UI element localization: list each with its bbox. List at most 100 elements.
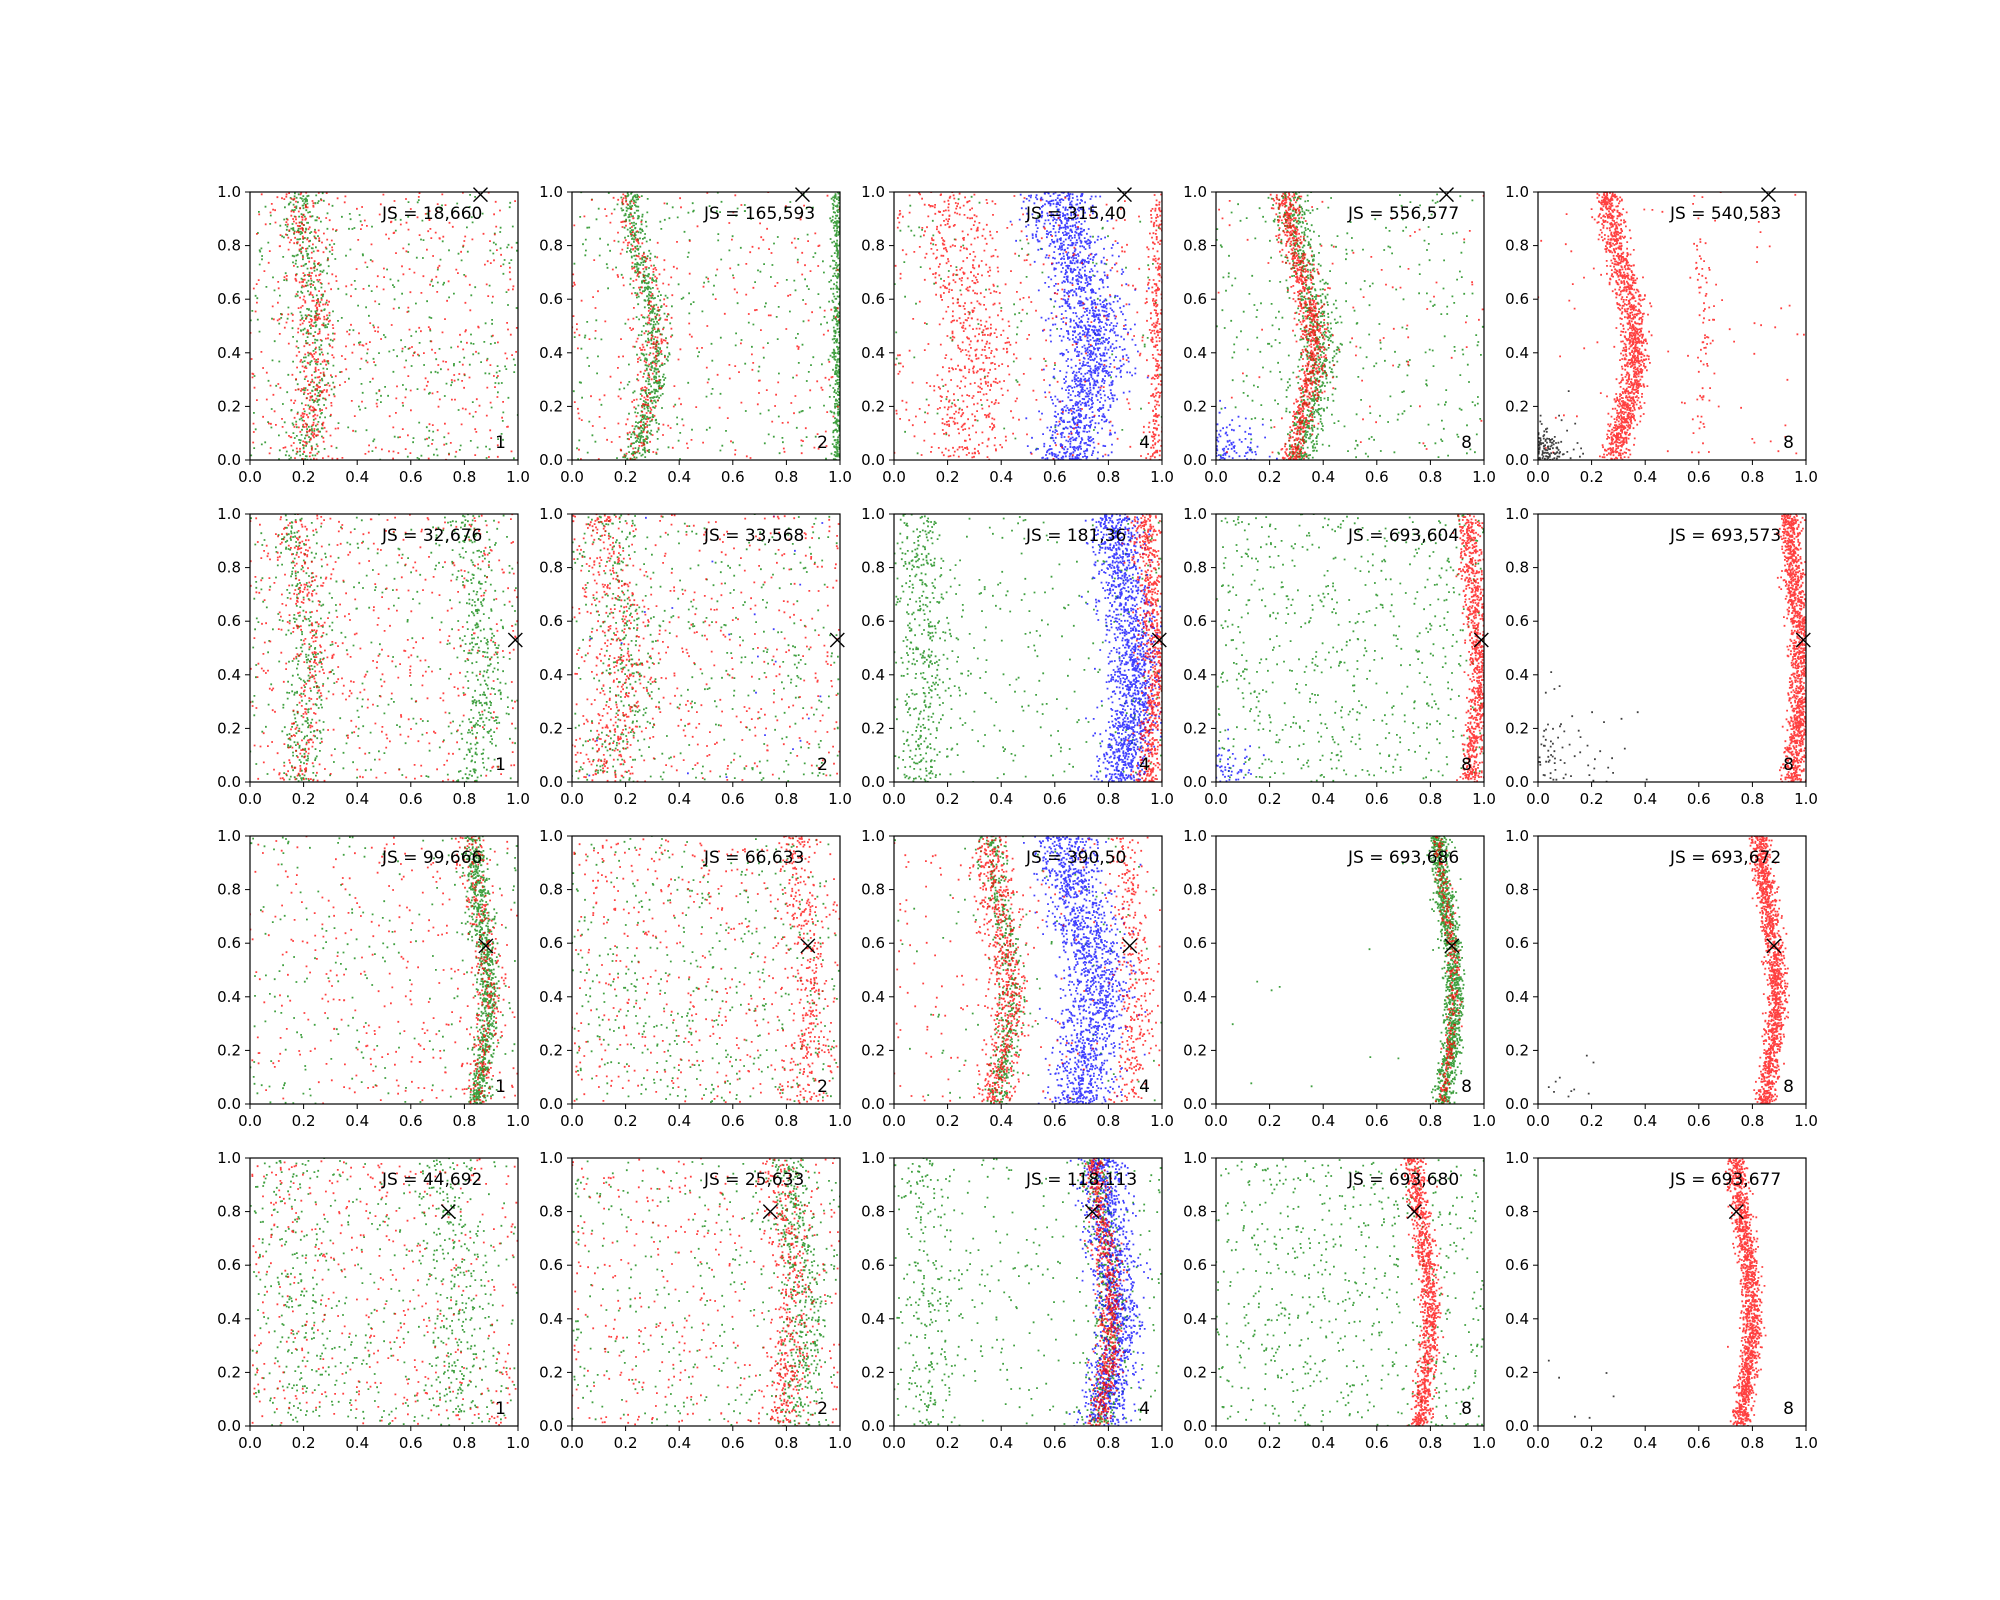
x-tick-label: 1.0 [828, 1112, 852, 1130]
js-score-label: JS = 390,50 [1025, 848, 1126, 868]
y-tick-label: 0.2 [539, 1363, 563, 1381]
js-score-label: JS = 44,692 [381, 1170, 482, 1190]
js-score-label: JS = 540,583 [1669, 204, 1781, 224]
y-tick-label: 0.0 [861, 1417, 885, 1435]
js-score-label: JS = 33,568 [703, 526, 804, 546]
x-tick-label: 0.0 [1204, 790, 1228, 808]
x-tick-label: 1.0 [828, 1434, 852, 1452]
y-tick-label: 0.6 [861, 1256, 885, 1274]
x-marker [1438, 187, 1454, 203]
y-tick-label: 0.2 [1505, 397, 1529, 415]
x-tick-label: 1.0 [1150, 790, 1174, 808]
x-tick-label: 0.2 [1258, 1434, 1282, 1452]
x-tick-label: 0.6 [1687, 468, 1711, 486]
x-tick-label: 0.6 [1687, 1434, 1711, 1452]
y-tick-label: 0.2 [217, 397, 241, 415]
y-tick-label: 1.0 [217, 183, 241, 201]
x-tick-label: 0.0 [238, 1112, 262, 1130]
y-tick-label: 0.4 [1505, 1310, 1529, 1328]
x-tick-label: 0.4 [1311, 1434, 1335, 1452]
axes-frame [893, 513, 1163, 783]
x-tick-label: 0.6 [1043, 790, 1067, 808]
scatter-points [894, 836, 1162, 1104]
x-marker [1406, 1204, 1422, 1220]
k-label: 8 [1783, 1399, 1794, 1419]
x-tick-label: 0.4 [1311, 1112, 1335, 1130]
y-tick-label: 0.8 [1183, 881, 1207, 899]
k-label: 2 [817, 1077, 828, 1097]
axes-frame [1215, 191, 1485, 461]
x-tick-label: 0.4 [345, 1112, 369, 1130]
panel-r1-c3: 0.00.0 0.2 0.2 0.4 0.4 0.6 0.6 0.8 0.8 1.0 1.0 JS =… [861, 183, 1174, 486]
x-tick-label: 0.2 [936, 1112, 960, 1130]
y-tick-label: 0.2 [217, 1363, 241, 1381]
x-tick-label: 0.4 [345, 790, 369, 808]
x-tick-label: 0.4 [667, 1434, 691, 1452]
x-tick-label: 0.6 [721, 1112, 745, 1130]
x-tick-label: 0.0 [238, 1434, 262, 1452]
y-tick-label: 0.8 [539, 881, 563, 899]
x-marker [1151, 632, 1167, 648]
panel-r2-c2: 0.00.0 0.2 0.2 0.4 0.4 0.6 0.6 0.8 0.8 1.0 1.0 JS =… [539, 505, 852, 808]
y-tick-label: 0.6 [1505, 290, 1529, 308]
panel-r3-c5: 0.00.0 0.2 0.2 0.4 0.4 0.6 0.6 0.8 0.8 1.0 1.0 JS =… [1505, 827, 1818, 1130]
panel-r2-c5: 0.00.0 0.2 0.2 0.4 0.4 0.6 0.6 0.8 0.8 1.0 1.0 JS =… [1505, 505, 1818, 808]
x-tick-label: 0.0 [882, 468, 906, 486]
y-tick-label: 1.0 [1183, 827, 1207, 845]
y-tick-label: 0.6 [1505, 612, 1529, 630]
x-tick-label: 0.6 [399, 468, 423, 486]
x-tick-label: 0.4 [1311, 468, 1335, 486]
y-tick-label: 1.0 [1183, 183, 1207, 201]
x-tick-label: 0.2 [292, 1112, 316, 1130]
x-tick-label: 0.8 [1418, 1112, 1442, 1130]
y-tick-label: 0.2 [861, 1363, 885, 1381]
x-tick-label: 0.8 [1418, 790, 1442, 808]
green-points [894, 1158, 1162, 1426]
x-tick-label: 0.4 [1633, 790, 1657, 808]
x-tick-label: 0.2 [1258, 468, 1282, 486]
y-tick-label: 0.2 [1505, 1363, 1529, 1381]
y-tick-label: 0.0 [539, 773, 563, 791]
y-tick-label: 0.4 [539, 666, 563, 684]
y-tick-label: 0.0 [539, 1095, 563, 1113]
panel-r1-c2: 0.00.0 0.2 0.2 0.4 0.4 0.6 0.6 0.8 0.8 1.0 1.0 JS =… [539, 183, 852, 486]
x-marker [794, 187, 810, 203]
x-tick-label: 1.0 [1794, 468, 1818, 486]
y-tick-label: 0.2 [1505, 1041, 1529, 1059]
scatter-points [1216, 514, 1484, 782]
x-tick-label: 0.0 [1526, 1434, 1550, 1452]
y-tick-label: 0.2 [1183, 719, 1207, 737]
x-marker [507, 632, 523, 648]
y-tick-label: 1.0 [539, 827, 563, 845]
y-tick-label: 0.6 [539, 290, 563, 308]
y-tick-label: 0.6 [217, 934, 241, 952]
y-tick-label: 0.6 [1183, 612, 1207, 630]
y-tick-label: 0.2 [539, 1041, 563, 1059]
x-tick-label: 1.0 [1150, 1434, 1174, 1452]
x-marker [478, 938, 494, 954]
y-tick-label: 0.8 [1505, 237, 1529, 255]
y-tick-label: 1.0 [539, 1149, 563, 1167]
y-tick-label: 0.0 [1183, 451, 1207, 469]
scatter-points [894, 514, 1162, 782]
panel-grid: 0.0 0.0 0.2 0.2 0.4 0.4 0.6 0.6 0.8 0.8 1.0 1.0 JS =… [217, 183, 1818, 1452]
y-tick-label: 0.4 [1183, 1310, 1207, 1328]
x-tick-label: 0.8 [1418, 468, 1442, 486]
y-tick-label: 0.8 [1505, 881, 1529, 899]
y-tick-label: 0.0 [1505, 1095, 1529, 1113]
y-tick-label: 0.8 [217, 237, 241, 255]
scatter-points [1538, 192, 1805, 460]
x-tick-label: 0.8 [774, 468, 798, 486]
js-score-label: JS = 165,593 [703, 204, 815, 224]
y-tick-label: 0.8 [217, 1203, 241, 1221]
axes-frame [1215, 1157, 1485, 1427]
panel-r4-c1: 0.00.0 0.2 0.2 0.4 0.4 0.6 0.6 0.8 0.8 1.0 1.0 JS =… [217, 1149, 530, 1452]
y-tick-label: 0.6 [539, 1256, 563, 1274]
scatter-points [1547, 836, 1790, 1104]
panel-r2-c1: 0.00.0 0.2 0.2 0.4 0.4 0.6 0.6 0.8 0.8 1.0 1.0 JS =… [217, 505, 530, 808]
x-tick-label: 1.0 [506, 1112, 530, 1130]
y-tick-label: 0.4 [217, 344, 241, 362]
y-tick-label: 1.0 [1505, 505, 1529, 523]
k-label: 8 [1461, 1399, 1472, 1419]
